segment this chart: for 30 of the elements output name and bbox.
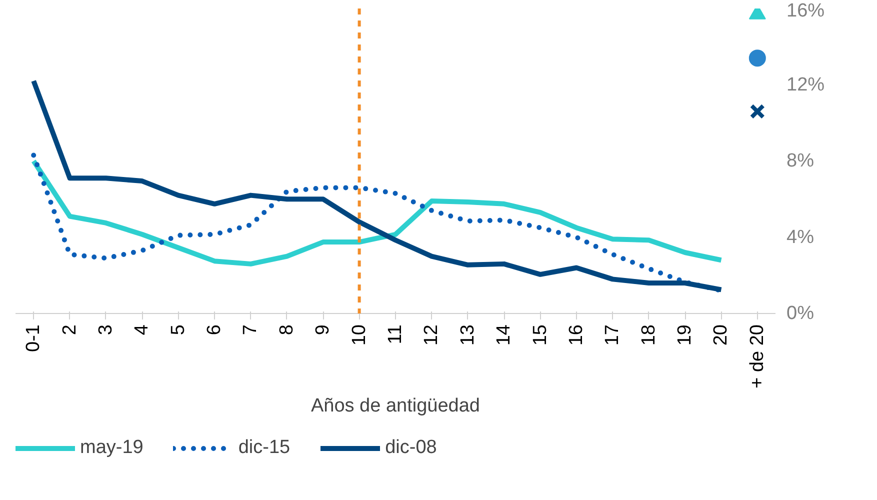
legend-label: may-19 [80, 437, 144, 459]
x-tick-label: 12 [421, 324, 442, 346]
x-tick-label: 17 [602, 324, 624, 346]
x-tick-label: + de 20 [746, 324, 768, 388]
x-tick-label: 2 [59, 324, 80, 336]
y-tick-label: 4% [786, 226, 814, 248]
x-tick-label: 4 [132, 324, 153, 336]
y-tick-label: 16% [786, 0, 825, 22]
x-tick-label: 13 [457, 324, 478, 346]
x-tick-label: 16 [566, 324, 587, 346]
x-tick-label: 15 [530, 324, 551, 346]
x-tick-label: 10 [348, 324, 370, 346]
x-tick-label: 7 [240, 324, 262, 336]
x-axis-title: Años de antigüedad [310, 395, 480, 416]
x-tick-label: 6 [204, 324, 226, 336]
x-tick-label: 20 [710, 324, 732, 346]
legend-label: dic-15 [238, 437, 290, 459]
x-tick-label: 14 [494, 324, 515, 346]
y-tick-label: 12% [786, 74, 825, 96]
x-tick-label: 19 [674, 324, 696, 346]
x-tick-label: 9 [312, 324, 334, 336]
x-tick-label: 8 [276, 324, 298, 336]
x-tick-label: 5 [168, 324, 189, 336]
legend-label: dic-08 [385, 437, 437, 459]
x-tick-label: 11 [385, 324, 406, 344]
y-tick-label: 8% [786, 150, 814, 172]
x-tick-label: 0-1 [23, 324, 44, 352]
y-tick-label: 0% [786, 303, 814, 324]
x-tick-label: 18 [638, 324, 660, 346]
x-tick-label: 3 [95, 324, 116, 336]
